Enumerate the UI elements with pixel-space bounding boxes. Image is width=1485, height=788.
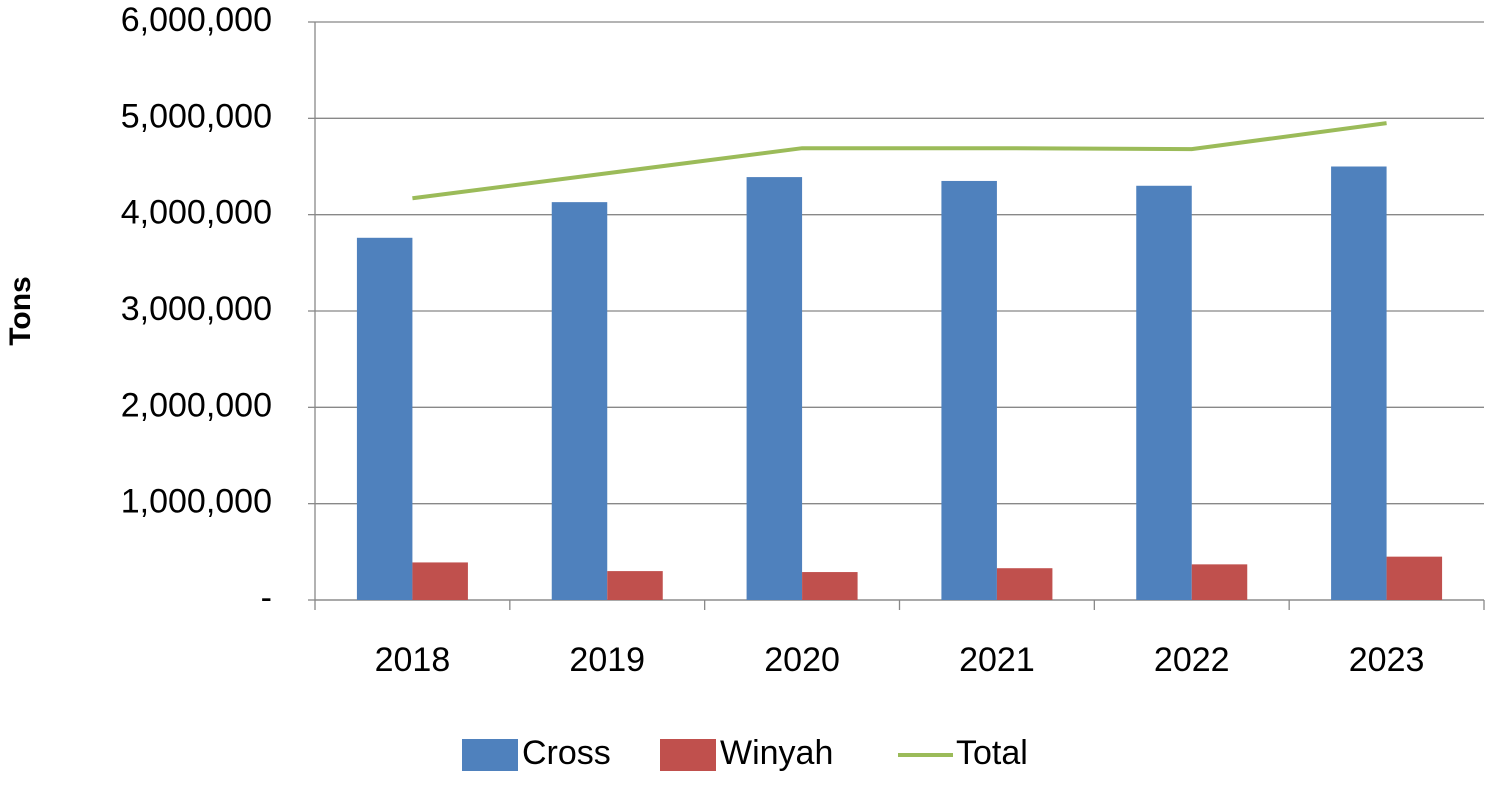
x-tick-label: 2019 xyxy=(569,641,645,679)
x-tick-label: 2022 xyxy=(1154,641,1230,679)
y-tick-label: 4,000,000 xyxy=(121,194,272,232)
y-tick-label: 6,000,000 xyxy=(121,1,272,39)
bar xyxy=(551,202,608,601)
legend-swatch xyxy=(462,739,518,771)
legend-swatch xyxy=(660,739,716,771)
x-tick-label: 2023 xyxy=(1349,641,1425,679)
bar xyxy=(802,572,858,600)
bar xyxy=(746,177,803,600)
y-tick-label: 5,000,000 xyxy=(121,97,272,135)
bar xyxy=(412,562,468,600)
bar xyxy=(941,180,997,600)
legend-label: Winyah xyxy=(720,734,833,772)
y-tick-label: - xyxy=(261,579,272,617)
legend-label: Cross xyxy=(522,734,611,772)
legend-label: Total xyxy=(956,734,1028,772)
bar xyxy=(996,568,1053,600)
bar xyxy=(607,571,663,600)
bar xyxy=(1386,556,1443,600)
x-tick-label: 2021 xyxy=(959,641,1035,679)
bar xyxy=(1136,185,1192,600)
bar xyxy=(356,237,413,600)
line xyxy=(412,121,1387,201)
y-tick-label: 1,000,000 xyxy=(121,483,272,521)
x-tick-label: 2018 xyxy=(375,641,451,679)
x-tick-label: 2020 xyxy=(764,641,840,679)
bar xyxy=(1191,564,1248,600)
y-tick-label: 2,000,000 xyxy=(121,386,272,424)
bar xyxy=(1331,166,1387,600)
y-axis-label: Tons xyxy=(4,276,37,345)
y-tick-label: 3,000,000 xyxy=(121,290,272,328)
